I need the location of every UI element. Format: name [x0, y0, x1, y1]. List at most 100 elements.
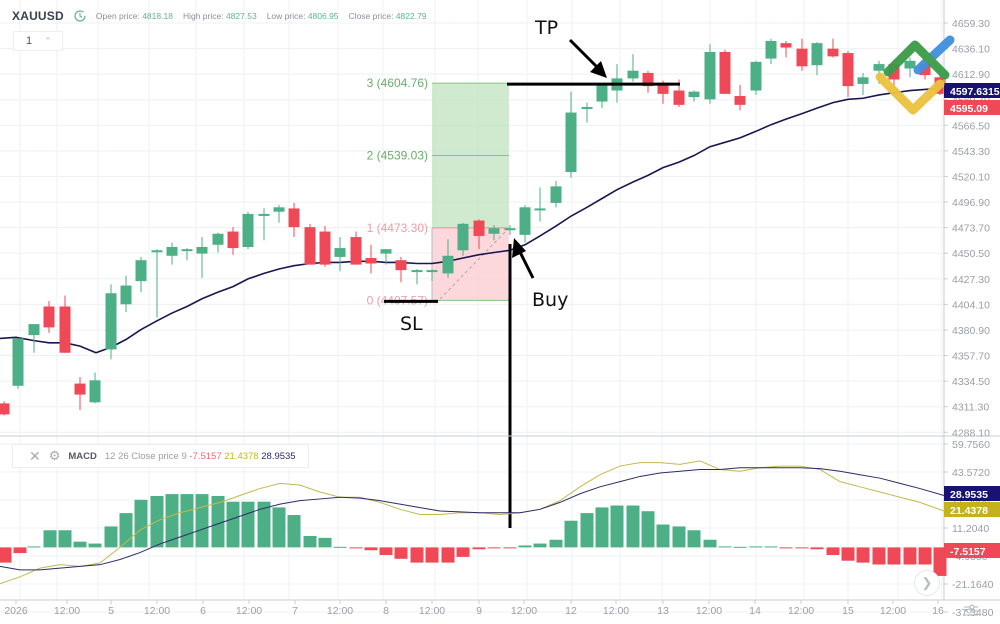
time-axis-label: 12:00 — [236, 605, 262, 617]
candle-body — [411, 270, 423, 273]
close-icon[interactable]: ✕ — [29, 447, 41, 464]
macd-histogram-bar — [180, 494, 194, 548]
candle-body — [380, 249, 392, 254]
chevron-up-icon[interactable]: ⌃ — [44, 35, 52, 46]
chevron-right-icon: ❯ — [921, 575, 933, 590]
macd-axis-label: 43.5720 — [952, 467, 990, 479]
position-level-label: 2 (4539.03) — [367, 149, 428, 163]
clock-icon[interactable] — [74, 10, 86, 22]
buy-arrow-head — [512, 238, 526, 258]
time-axis-label: 8 — [383, 605, 389, 617]
macd-histogram-bar — [287, 515, 301, 548]
logo-green-stroke — [883, 40, 950, 80]
candle-body — [89, 380, 101, 403]
moving-average-line — [0, 87, 941, 354]
macd-histogram-bar — [104, 526, 118, 548]
macd-axis-label: 59.7560 — [952, 439, 990, 451]
time-axis-label: 2026 — [4, 605, 28, 617]
macd-histogram-bar — [195, 494, 209, 548]
candle-body — [196, 246, 208, 254]
price-axis-label: 4357.70 — [952, 351, 990, 363]
macd-histogram-bar — [257, 501, 271, 548]
candle-body — [242, 213, 254, 247]
open-price: Open price: 4818.18 — [95, 11, 173, 21]
high-price: High price: 4827.53 — [182, 11, 257, 21]
candle-body — [596, 85, 608, 102]
price-axis-label: 4404.10 — [952, 299, 990, 311]
candle-body — [827, 48, 839, 57]
macd-histogram-bar — [733, 546, 747, 548]
price-axis-label: 4636.10 — [952, 44, 990, 56]
candle-body — [704, 51, 716, 100]
candle-body — [426, 270, 438, 273]
macd-histogram-bar — [764, 546, 778, 548]
price-axis-label: 4450.50 — [952, 248, 990, 260]
macd-histogram-bar — [318, 537, 332, 548]
hist-value-tag-bg — [944, 543, 1000, 558]
time-axis-label: 5 — [108, 605, 114, 617]
macd-histogram-bar — [394, 547, 408, 559]
macd-histogram-bar — [272, 507, 286, 548]
candle-body — [504, 228, 516, 231]
time-axis-label: 13 — [657, 605, 669, 617]
macd-histogram-bar — [826, 547, 840, 555]
sl-label: SL — [400, 313, 423, 335]
candle-body — [151, 250, 163, 253]
last-price-tag-bg — [944, 100, 1000, 115]
macd-histogram-bar — [549, 539, 563, 548]
candle-body — [565, 112, 577, 173]
time-axis-label: 6 — [200, 605, 206, 617]
logo-yellow-stroke — [875, 72, 945, 115]
macd-histogram-bar — [903, 547, 917, 565]
macd-histogram-bar — [718, 546, 732, 548]
indicator-name: MACD — [68, 450, 97, 462]
time-axis-label: 12:00 — [880, 605, 906, 617]
macd-histogram-bar — [610, 505, 624, 548]
scroll-right-button[interactable]: ❯ — [914, 570, 940, 596]
macd-histogram-bar — [241, 501, 255, 548]
position-level-label: 1 (4473.30) — [367, 221, 428, 235]
candle-body — [534, 208, 546, 211]
macd-histogram-bar — [13, 547, 27, 554]
candle-body — [350, 237, 362, 265]
logo-blue-stroke — [913, 35, 955, 75]
buy-arrow-shaft — [517, 249, 535, 279]
candle-body — [395, 260, 407, 271]
symbol-name[interactable]: XAUUSD — [12, 9, 64, 23]
candle-body — [0, 403, 10, 415]
macd-histogram-bar — [364, 547, 378, 551]
price-axis-label: 4612.90 — [952, 69, 990, 81]
macd-histogram-bar — [872, 547, 886, 565]
candle-body — [873, 64, 885, 71]
macd-line — [0, 467, 945, 571]
interval-selector[interactable]: 1 ⌃ — [13, 31, 63, 51]
macd-histogram-bar — [73, 541, 87, 548]
candle-body — [181, 249, 193, 252]
candle-body — [212, 233, 224, 245]
macd-histogram-bar — [779, 547, 793, 549]
brand-logo — [875, 35, 955, 115]
candle-body — [811, 43, 823, 66]
gear-icon[interactable]: ⚙ — [48, 448, 61, 463]
price-axis-label: 4427.30 — [952, 274, 990, 286]
time-axis-label: 12:00 — [419, 605, 445, 617]
candle-body — [74, 383, 86, 395]
macd-histogram-bar — [410, 547, 424, 563]
macd-histogram-bar — [425, 547, 439, 563]
time-axis-label: 9 — [476, 605, 482, 617]
time-axis-label: 16 — [932, 605, 944, 617]
macd-histogram-bar — [626, 505, 640, 548]
candle-body — [457, 223, 469, 251]
time-axis-label: 12:00 — [511, 605, 537, 617]
sliders-icon[interactable] — [962, 603, 980, 619]
candle-body — [442, 255, 454, 274]
time-axis-label: 12:00 — [144, 605, 170, 617]
time-axis-label: 12:00 — [603, 605, 629, 617]
candle-body — [273, 207, 285, 212]
macd-histogram-bar — [703, 539, 717, 548]
macd-histogram-bar — [641, 511, 655, 548]
price-axis-label: 4380.90 — [952, 325, 990, 337]
price-axis-label: 4543.30 — [952, 146, 990, 158]
time-axis-label: 7 — [292, 605, 298, 617]
